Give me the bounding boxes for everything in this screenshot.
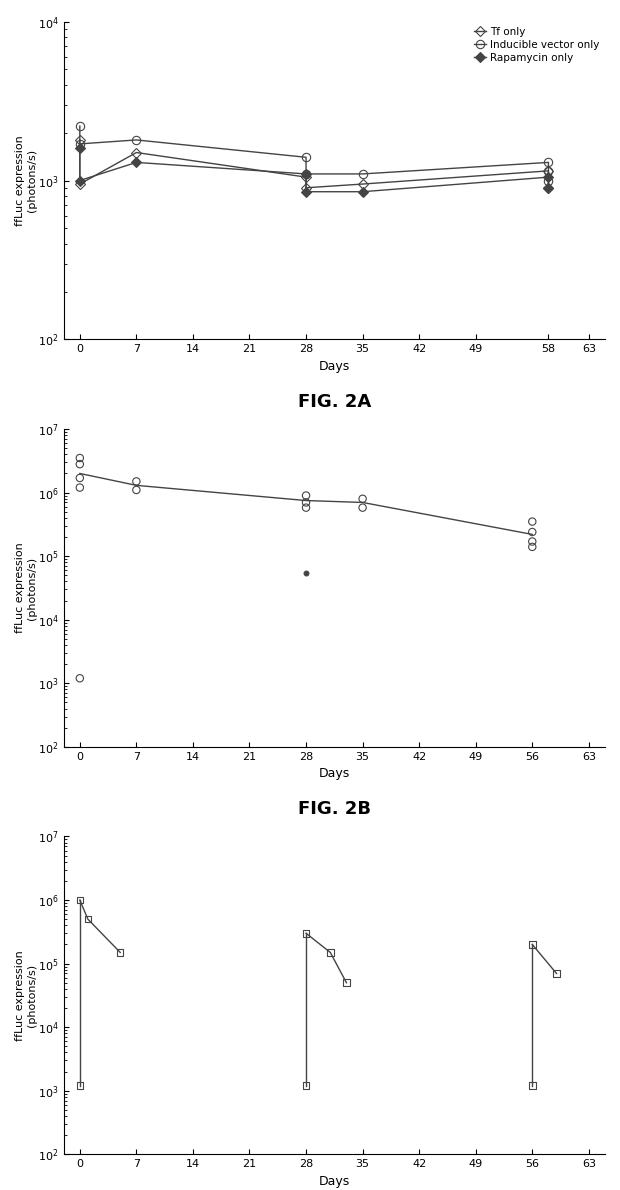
Point	[528, 1076, 538, 1095]
Point	[528, 512, 538, 531]
Point	[131, 481, 141, 500]
Point	[75, 478, 85, 497]
X-axis label: Days: Days	[319, 1175, 350, 1188]
Point	[115, 942, 125, 962]
Point	[75, 469, 85, 488]
Point	[301, 486, 311, 505]
X-axis label: Days: Days	[319, 768, 350, 781]
Point	[301, 499, 311, 518]
Point	[75, 669, 85, 688]
Point	[301, 1076, 311, 1095]
Legend: Tf only, Inducible vector only, Rapamycin only: Tf only, Inducible vector only, Rapamyci…	[474, 27, 600, 63]
Point	[75, 890, 85, 909]
Point	[301, 493, 311, 512]
Point	[75, 1076, 85, 1095]
Y-axis label: ffLuc expression
(photons/s): ffLuc expression (photons/s)	[15, 543, 37, 633]
Y-axis label: ffLuc expression
(photons/s): ffLuc expression (photons/s)	[15, 136, 37, 226]
Point	[131, 472, 141, 491]
Y-axis label: ffLuc expression
(photons/s): ffLuc expression (photons/s)	[15, 950, 37, 1041]
Point	[528, 522, 538, 541]
Text: FIG. 2B: FIG. 2B	[298, 801, 371, 819]
Point	[342, 973, 352, 992]
Point	[358, 489, 368, 508]
Point	[528, 532, 538, 551]
Point	[528, 538, 538, 557]
X-axis label: Days: Days	[319, 359, 350, 372]
Point	[528, 935, 538, 954]
Text: FIG. 2A: FIG. 2A	[298, 393, 371, 411]
Point	[358, 499, 368, 518]
Point	[75, 449, 85, 468]
Point	[552, 964, 562, 983]
Point	[301, 563, 311, 582]
Point	[301, 923, 311, 942]
Point	[83, 909, 93, 928]
Point	[75, 455, 85, 474]
Point	[326, 942, 335, 962]
